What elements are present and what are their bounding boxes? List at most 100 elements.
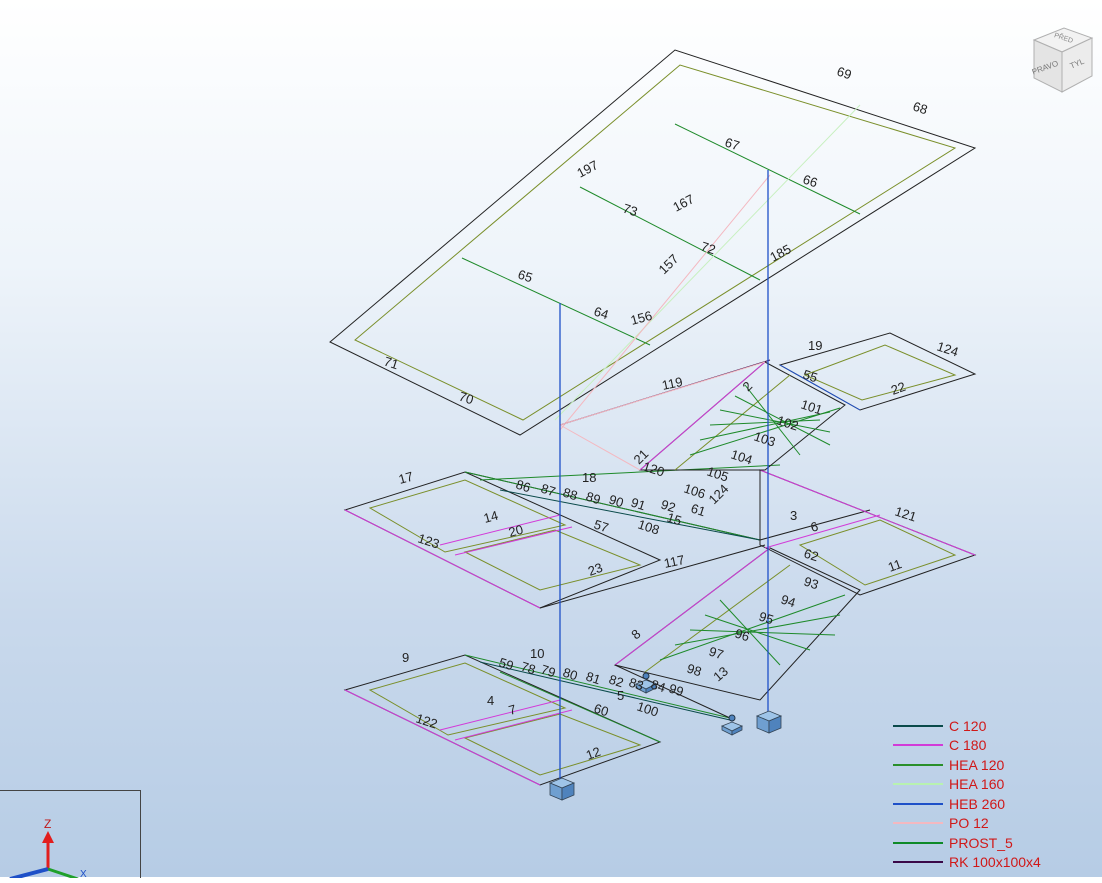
axis-x-label: X [80, 869, 87, 878]
label-73: 73 [621, 201, 639, 220]
label-19: 19 [808, 338, 822, 353]
label-102: 102 [775, 413, 800, 434]
label-61: 61 [689, 501, 707, 520]
axis-indicator-panel: Z X [0, 790, 141, 881]
support-cube-2 [755, 710, 783, 734]
label-121: 121 [893, 504, 918, 525]
label-11: 11 [886, 556, 904, 575]
label-68: 68 [911, 99, 929, 118]
supports [548, 672, 783, 801]
legend-item: RK 100x100x4 [893, 853, 1098, 873]
legend-label: PO 12 [949, 815, 989, 832]
label-82: 82 [607, 672, 625, 691]
support-pin-1 [721, 714, 743, 736]
label-120: 120 [641, 459, 666, 480]
label-59: 59 [497, 655, 515, 674]
label-84: 84 [649, 677, 667, 696]
label-156: 156 [629, 308, 654, 328]
upper-flight [559, 332, 977, 471]
legend-swatch [893, 744, 943, 747]
label-91: 91 [629, 495, 647, 514]
legend-item: HEA 160 [893, 775, 1098, 795]
top-slab [329, 49, 977, 436]
label-101: 101 [799, 397, 824, 418]
legend-swatch [893, 841, 943, 844]
label-124b: 124 [706, 481, 732, 507]
label-57: 57 [592, 517, 610, 536]
legend-item: C 180 [893, 736, 1098, 756]
label-72: 72 [699, 239, 717, 258]
legend-item: PROST_5 [893, 833, 1098, 853]
label-88: 88 [561, 485, 579, 504]
label-89: 89 [584, 489, 602, 508]
legend-label: PROST_5 [949, 834, 1013, 851]
label-167: 167 [670, 191, 696, 214]
label-13: 13 [710, 664, 731, 685]
label-67: 67 [723, 135, 741, 154]
label-90: 90 [607, 492, 625, 511]
axis-triad: Z X [9, 817, 87, 881]
legend-label: HEA 120 [949, 756, 1005, 773]
view-cube[interactable]: PŘED PRAVO TYL [1028, 22, 1098, 94]
label-10: 10 [530, 646, 544, 661]
label-64: 64 [592, 304, 610, 323]
label-96: 96 [733, 626, 751, 645]
support-pin-2 [635, 672, 657, 694]
label-99: 99 [667, 681, 685, 700]
label-92: 92 [659, 497, 677, 516]
label-123: 123 [416, 531, 441, 552]
label-62: 62 [802, 546, 820, 565]
label-86: 86 [514, 477, 532, 496]
legend-swatch [893, 802, 943, 805]
legend-item: HEA 120 [893, 755, 1098, 775]
label-8: 8 [628, 626, 643, 642]
label-104: 104 [729, 447, 754, 468]
label-55: 55 [801, 367, 819, 386]
label-103: 103 [752, 429, 777, 450]
label-18: 18 [582, 470, 596, 485]
legend-label: C 180 [949, 737, 987, 754]
label-106: 106 [682, 481, 707, 502]
legend-swatch [893, 783, 943, 786]
label-66: 66 [801, 172, 819, 191]
label-100: 100 [635, 699, 660, 720]
label-122: 122 [414, 711, 439, 732]
label-7: 7 [507, 702, 518, 718]
label-6: 6 [809, 519, 820, 535]
legend-item: PO 12 [893, 814, 1098, 834]
legend-label: HEB 260 [949, 795, 1006, 812]
label-98: 98 [685, 661, 703, 680]
label-117: 117 [663, 552, 686, 571]
legend-swatch [893, 763, 943, 766]
label-93: 93 [802, 574, 820, 593]
label-65: 65 [516, 267, 534, 286]
axis-z-label: Z [44, 817, 51, 831]
label-95: 95 [757, 609, 775, 628]
label-105: 105 [705, 464, 730, 485]
label-71: 71 [382, 354, 400, 373]
label-108: 108 [636, 517, 661, 538]
label-78: 78 [519, 659, 537, 678]
label-60: 60 [592, 701, 610, 720]
legend-label: RK 100x100x4 [949, 854, 1041, 871]
label-17: 17 [397, 469, 415, 487]
label-5: 5 [617, 688, 624, 703]
label-97: 97 [707, 644, 725, 663]
label-20: 20 [507, 522, 525, 540]
label-80: 80 [561, 665, 579, 684]
legend-swatch [893, 822, 943, 825]
label-157: 157 [656, 251, 682, 277]
label-94: 94 [779, 592, 797, 611]
member-labels: 69 68 67 66 197 73 167 72 185 157 65 64 … [382, 64, 960, 763]
label-70: 70 [457, 389, 475, 408]
legend-item: C 120 [893, 716, 1098, 736]
label-81: 81 [584, 669, 602, 688]
legend-item: HEB 260 [893, 794, 1098, 814]
label-87: 87 [539, 481, 557, 500]
label-79: 79 [539, 662, 557, 681]
label-12: 12 [584, 744, 603, 763]
middle-floor [343, 464, 977, 609]
label-119: 119 [661, 374, 684, 393]
label-14: 14 [482, 508, 500, 526]
